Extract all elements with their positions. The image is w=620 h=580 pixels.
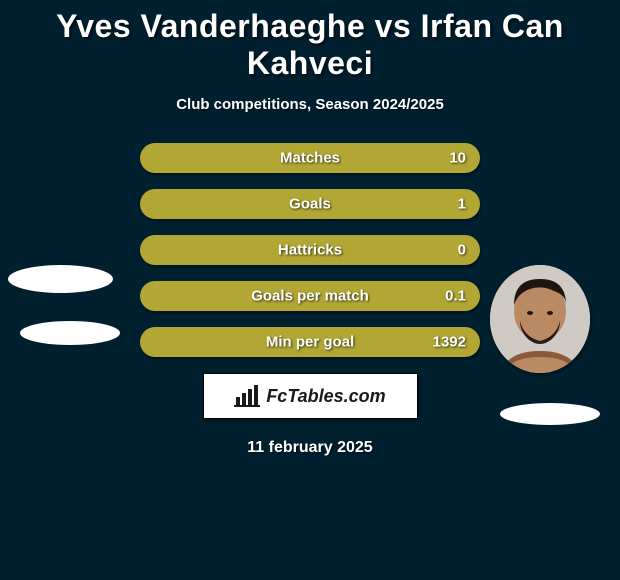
- branding-text: FcTables.com: [266, 386, 385, 407]
- stat-value-right: 0: [458, 242, 466, 259]
- stat-label: Goals per match: [251, 288, 369, 305]
- person-icon: [490, 265, 590, 373]
- stat-row-matches: Matches 10: [140, 143, 480, 173]
- date-label: 11 february 2025: [0, 439, 620, 457]
- stat-row-min-per-goal: Min per goal 1392: [140, 327, 480, 357]
- stat-row-goals: Goals 1: [140, 189, 480, 219]
- stat-row-hattricks: Hattricks 0: [140, 235, 480, 265]
- stat-value-right: 0.1: [445, 288, 466, 305]
- page-title: Yves Vanderhaeghe vs Irfan Can Kahveci: [0, 0, 620, 82]
- bar-chart-icon: [234, 385, 260, 407]
- stat-value-right: 10: [449, 150, 466, 167]
- comparison-content: Matches 10 Goals 1 Hattricks 0 Goals per…: [0, 143, 620, 457]
- stat-row-goals-per-match: Goals per match 0.1: [140, 281, 480, 311]
- left-player-placeholder-1: [8, 265, 113, 293]
- stat-label: Matches: [280, 150, 340, 167]
- stat-label: Goals: [289, 196, 331, 213]
- branding-badge: FcTables.com: [203, 373, 418, 419]
- stat-label: Min per goal: [266, 334, 354, 351]
- right-player-avatar: [490, 265, 590, 373]
- stat-label: Hattricks: [278, 242, 342, 259]
- stat-value-right: 1: [458, 196, 466, 213]
- stats-bars: Matches 10 Goals 1 Hattricks 0 Goals per…: [140, 143, 480, 357]
- right-player-placeholder: [500, 403, 600, 425]
- left-player-placeholder-2: [20, 321, 120, 345]
- stat-value-right: 1392: [433, 334, 466, 351]
- page-subtitle: Club competitions, Season 2024/2025: [0, 96, 620, 113]
